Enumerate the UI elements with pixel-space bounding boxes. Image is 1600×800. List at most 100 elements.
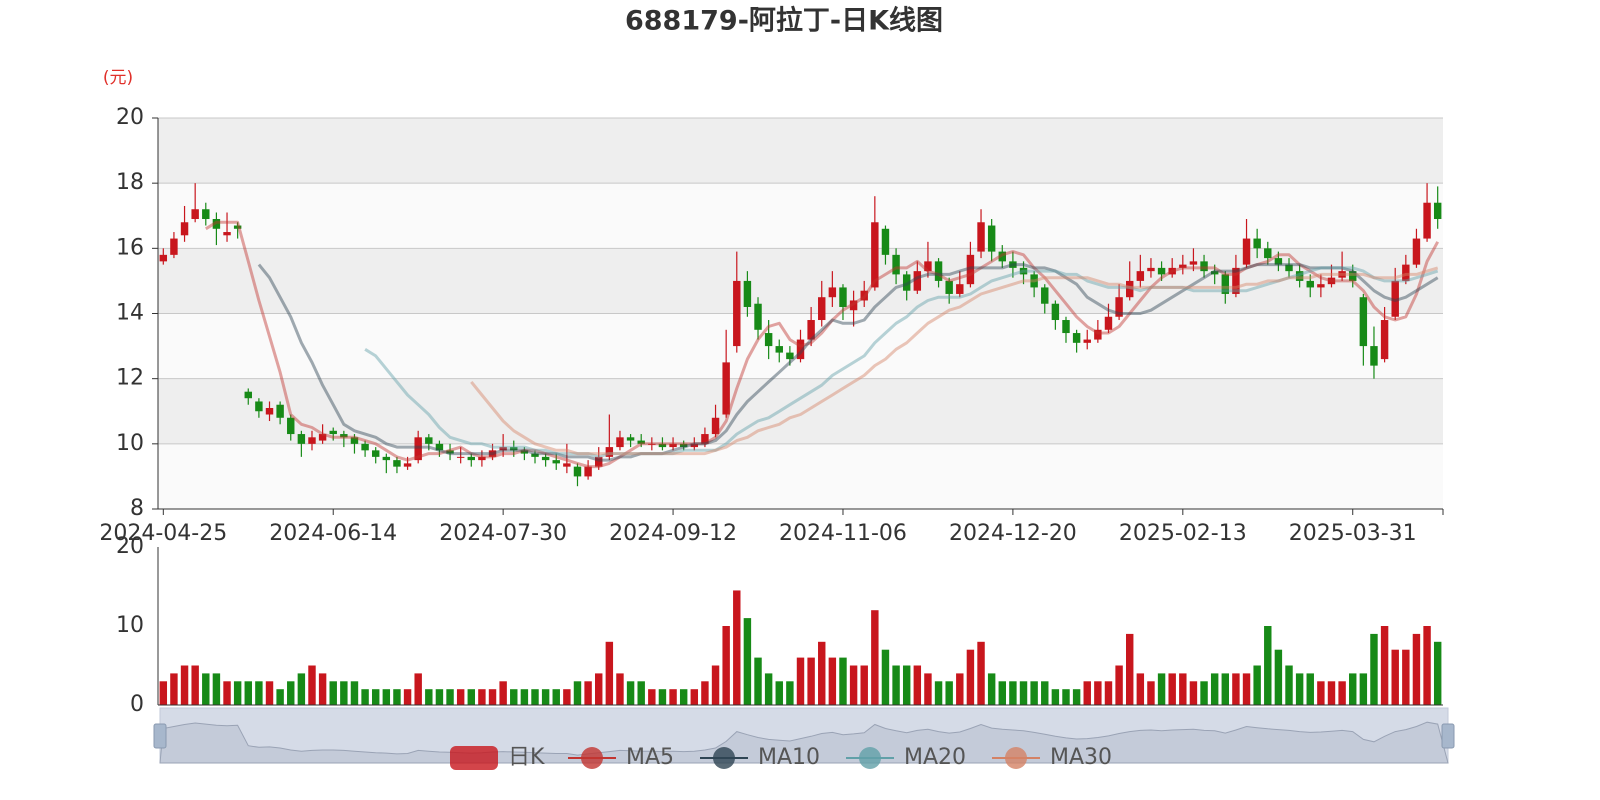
candle-body <box>1221 274 1230 294</box>
candle-body <box>998 251 1006 262</box>
candle-body <box>212 219 221 229</box>
volume-bar <box>1168 673 1176 705</box>
volume-bar <box>1359 673 1368 705</box>
volume-bar <box>1136 673 1145 705</box>
candle-body <box>977 222 985 252</box>
candle-body <box>1327 277 1336 285</box>
candle-body <box>520 450 529 454</box>
candle-body <box>1200 261 1208 272</box>
volume-bar <box>1147 681 1155 705</box>
volume-bar <box>764 673 773 705</box>
volume-bar <box>892 665 900 705</box>
candle-body <box>584 466 592 477</box>
candle-body <box>648 443 656 445</box>
volume-bar <box>626 681 635 705</box>
legend-icon <box>581 747 603 769</box>
candle-body <box>1423 202 1431 239</box>
ma-line <box>364 266 1439 459</box>
volume-bar <box>499 681 507 705</box>
y-tick-label: 12 <box>116 366 144 391</box>
volume-bar <box>934 681 943 705</box>
candle-body <box>1402 264 1410 281</box>
candle-body <box>499 447 507 451</box>
candle-body <box>329 430 337 435</box>
candle-body <box>1104 316 1113 330</box>
volume-bar <box>605 641 614 705</box>
candle-body <box>807 320 815 340</box>
volume-bar <box>1285 665 1293 705</box>
candle-body <box>860 290 868 301</box>
x-tick-label: 2025-03-31 <box>1289 521 1417 546</box>
volume-bar <box>1115 665 1123 705</box>
candle-body <box>1317 284 1325 288</box>
x-tick-label: 2024-09-12 <box>609 521 737 546</box>
volume-bar <box>658 689 667 705</box>
volume-bar <box>828 657 837 705</box>
volume-bar <box>1306 673 1314 705</box>
candle-body <box>202 209 210 220</box>
volume-bar <box>1030 681 1038 705</box>
candle-body <box>1072 333 1081 343</box>
candle-body <box>1115 297 1123 317</box>
volume-bar <box>233 681 242 705</box>
candle-body <box>287 417 295 435</box>
candle-body <box>191 209 199 220</box>
volume-bar <box>711 665 720 705</box>
volume-bar <box>1041 681 1049 705</box>
candle-body <box>902 274 911 291</box>
volume-bar <box>435 689 444 705</box>
zoom-handle <box>1441 723 1455 749</box>
volume-bar <box>308 665 316 705</box>
volume-bar <box>1125 633 1134 705</box>
candle-body <box>159 254 168 262</box>
candle-body <box>786 352 794 360</box>
candle-body <box>1412 238 1421 265</box>
legend-icon <box>450 746 498 770</box>
y-unit: (元) <box>103 68 133 88</box>
candle-body <box>1338 271 1346 278</box>
candle-body <box>276 404 284 418</box>
volume-bar <box>244 681 252 705</box>
volume-bar <box>1210 673 1219 705</box>
x-tick-label: 2024-04-25 <box>99 521 227 546</box>
candle-body <box>456 456 465 458</box>
volume-bar <box>945 681 953 705</box>
volume-bar <box>807 657 815 705</box>
volume-bar <box>1242 673 1251 705</box>
candle-body <box>1030 274 1038 288</box>
volume-bar <box>1338 681 1346 705</box>
candle-body <box>1295 271 1304 281</box>
candle-body <box>446 450 454 454</box>
candle-body <box>924 261 932 272</box>
legend-label: MA20 <box>904 745 966 770</box>
candle-body <box>478 456 486 461</box>
candle-body <box>393 460 401 467</box>
candle-body <box>318 434 327 441</box>
volume-tick-label: 0 <box>130 692 144 717</box>
volume-bar <box>1221 673 1230 705</box>
candle-body <box>669 443 677 448</box>
candle-body <box>1242 238 1251 265</box>
volume-bar <box>1412 633 1421 705</box>
volume-bar <box>361 689 369 705</box>
candle-body <box>1359 297 1368 347</box>
volume-bar <box>1104 681 1113 705</box>
candle-body <box>966 254 975 285</box>
candle-body <box>1306 280 1314 288</box>
candle-body <box>1094 329 1102 340</box>
candle-body <box>754 303 762 330</box>
candle-body <box>711 417 720 435</box>
candle-body <box>1349 271 1357 281</box>
volume-tick-label: 20 <box>116 534 144 559</box>
volume-bar <box>669 689 677 705</box>
volume-bar <box>393 689 401 705</box>
volume-bar <box>902 665 911 705</box>
candle-body <box>414 437 422 461</box>
candle-body <box>371 450 380 457</box>
volume-bar <box>297 673 306 705</box>
volume-bar <box>223 681 231 705</box>
volume-bar <box>786 681 794 705</box>
volume-bar <box>1200 681 1208 705</box>
volume-bar <box>1433 641 1442 705</box>
ma-line <box>205 220 1440 469</box>
